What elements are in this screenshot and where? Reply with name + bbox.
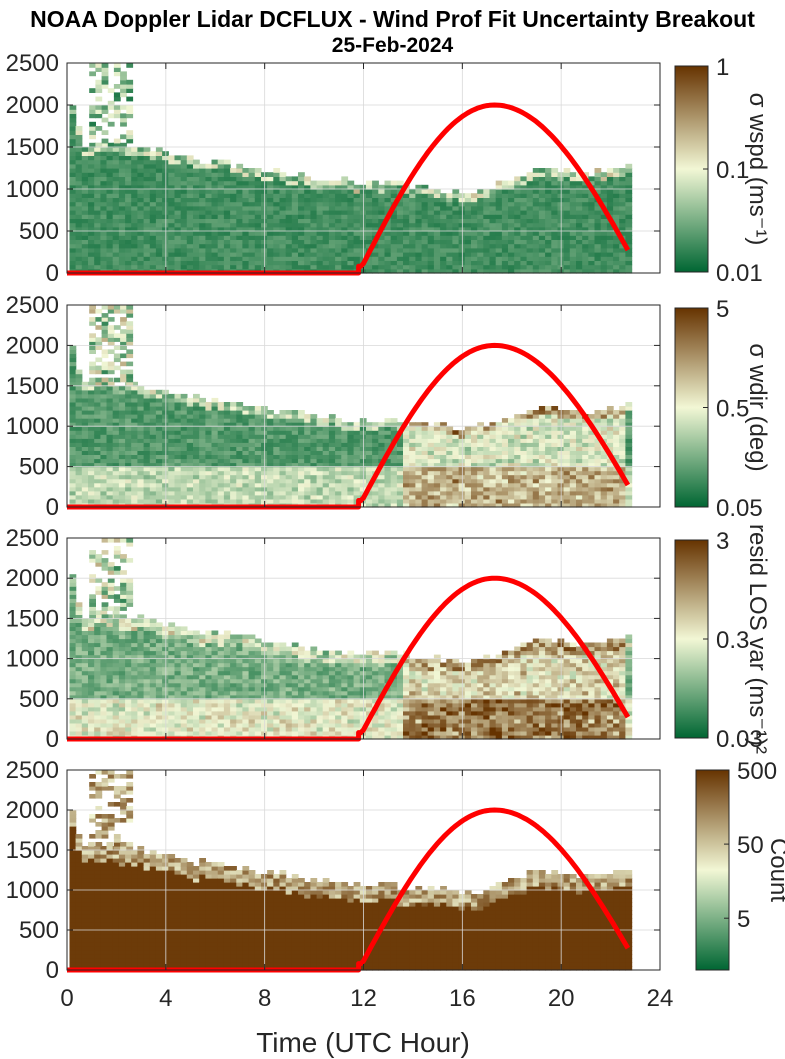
colorbar-tick-label: 1	[716, 54, 729, 81]
colorbar-tick-label: 0.1	[716, 157, 749, 184]
y-tick-label: 1500	[6, 605, 59, 632]
y-tick-label: 0	[46, 957, 59, 984]
y-axis: 0 500 1000 1500 2000 2500	[6, 50, 660, 287]
y-tick-label: 1500	[6, 373, 59, 400]
x-tick-label: 12	[350, 985, 377, 1012]
y-tick-label: 1000	[6, 413, 59, 440]
y-tick-label: 1000	[6, 877, 59, 904]
y-tick-label: 2000	[6, 92, 59, 119]
y-tick-label: 500	[19, 454, 59, 481]
y-tick-label: 2500	[6, 292, 59, 319]
x-tick-label: 16	[449, 985, 476, 1012]
figure-subtitle-date: 25-Feb-2024	[331, 34, 454, 57]
y-tick-label: 0	[46, 494, 59, 521]
x-tick-label: 4	[159, 985, 172, 1012]
y-tick-label: 500	[19, 917, 59, 944]
solar-elevation-curve	[67, 807, 631, 973]
y-tick-label: 1500	[6, 134, 59, 161]
colorbar-tick-label: 0.01	[716, 260, 763, 287]
x-tick-label: 24	[647, 985, 674, 1012]
y-tick-label: 0	[46, 726, 59, 753]
y-tick-label: 2000	[6, 797, 59, 824]
x-tick-label: 8	[258, 985, 271, 1012]
panel-sigma-wdir: 0 500 1000 1500 2000 2500 0.05 0.5 5 σ wdir (deg)	[6, 292, 771, 522]
panel-sigma-wspd: 0 500 1000 1500 2000 2500 0.01 0.1 1 σ wspd (ms⁻¹…	[6, 50, 771, 287]
y-axis: 0 500 1000 1500 2000 2500	[6, 757, 660, 984]
colorbar-tick-label: 500	[737, 758, 777, 785]
colorbar-tick-label: 3	[716, 528, 729, 555]
x-tick-label: 20	[548, 985, 575, 1012]
panel-count: 0 500 1000 1500 2000 2500 0 4 8 12 16 20 24 5 50 500 Cou…	[6, 757, 785, 1012]
colorbar-tick-label: 0.05	[716, 495, 763, 522]
colorbar-tick-label: 50	[737, 832, 764, 859]
colorbar-resid-los-var: 0.03 0.3 3 resid LOS var (ms⁻¹)²	[674, 524, 771, 754]
x-axis: 0 4 8 12 16 20 24	[60, 770, 673, 1012]
y-tick-label: 1500	[6, 837, 59, 864]
panel-resid-los-var: 0 500 1000 1500 2000 2500 0.03 0.3 3 resid LOS va…	[6, 524, 771, 754]
x-axis	[66, 63, 661, 273]
y-tick-label: 2500	[6, 525, 59, 552]
colorbar-sigma-wspd: 0.01 0.1 1 σ wspd (ms⁻¹)	[674, 54, 771, 287]
y-axis: 0 500 1000 1500 2000 2500	[6, 525, 660, 753]
colorbar-tick-label: 5	[716, 296, 729, 323]
figure-title: NOAA Doppler Lidar DCFLUX - Wind Prof Fi…	[30, 6, 755, 32]
x-axis	[66, 305, 661, 507]
solar-elevation-curve	[67, 102, 631, 276]
y-tick-label: 500	[19, 686, 59, 713]
colorbar-tick-label: 0.3	[716, 627, 749, 654]
colorbar-tick-label: 0.5	[716, 396, 749, 423]
colorbar-label: σ wdir (deg)	[744, 343, 771, 471]
y-tick-label: 0	[46, 260, 59, 287]
x-axis-label: Time (UTC Hour)	[256, 1027, 470, 1058]
colorbar-count: 5 50 500 Count	[695, 758, 785, 971]
y-tick-label: 2000	[6, 332, 59, 359]
colorbar-tick-label: 5	[737, 906, 750, 933]
solar-elevation-curve	[67, 342, 631, 510]
colorbar-tick-label: 0.03	[716, 726, 763, 753]
colorbar-label: resid LOS var (ms⁻¹)²	[744, 524, 771, 754]
y-tick-label: 500	[19, 218, 59, 245]
heatmap-cells	[69, 770, 633, 971]
y-tick-label: 1000	[6, 176, 59, 203]
colorbar-label: σ wspd (ms⁻¹)	[744, 93, 771, 246]
y-tick-label: 2500	[6, 50, 59, 77]
colorbar-sigma-wdir: 0.05 0.5 5 σ wdir (deg)	[674, 296, 771, 522]
heatmap-cells	[69, 305, 633, 508]
heatmap-cells	[69, 538, 633, 740]
y-axis: 0 500 1000 1500 2000 2500	[6, 292, 660, 521]
colorbar-label: Count	[765, 838, 785, 902]
y-tick-label: 1000	[6, 646, 59, 673]
y-tick-label: 2000	[6, 565, 59, 592]
heatmap-cells	[69, 63, 633, 274]
solar-elevation-curve	[67, 575, 631, 742]
x-axis	[66, 538, 661, 739]
x-tick-label: 0	[60, 985, 73, 1012]
y-tick-label: 2500	[6, 757, 59, 784]
